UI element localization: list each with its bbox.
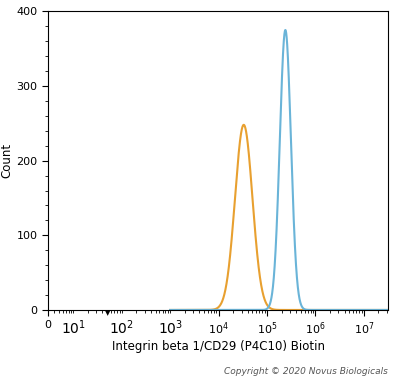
Y-axis label: Count: Count — [1, 143, 14, 178]
Text: Copyright © 2020 Novus Biologicals: Copyright © 2020 Novus Biologicals — [224, 367, 388, 376]
Text: ▼: ▼ — [105, 310, 110, 316]
X-axis label: Integrin beta 1/CD29 (P4C10) Biotin: Integrin beta 1/CD29 (P4C10) Biotin — [112, 340, 324, 353]
